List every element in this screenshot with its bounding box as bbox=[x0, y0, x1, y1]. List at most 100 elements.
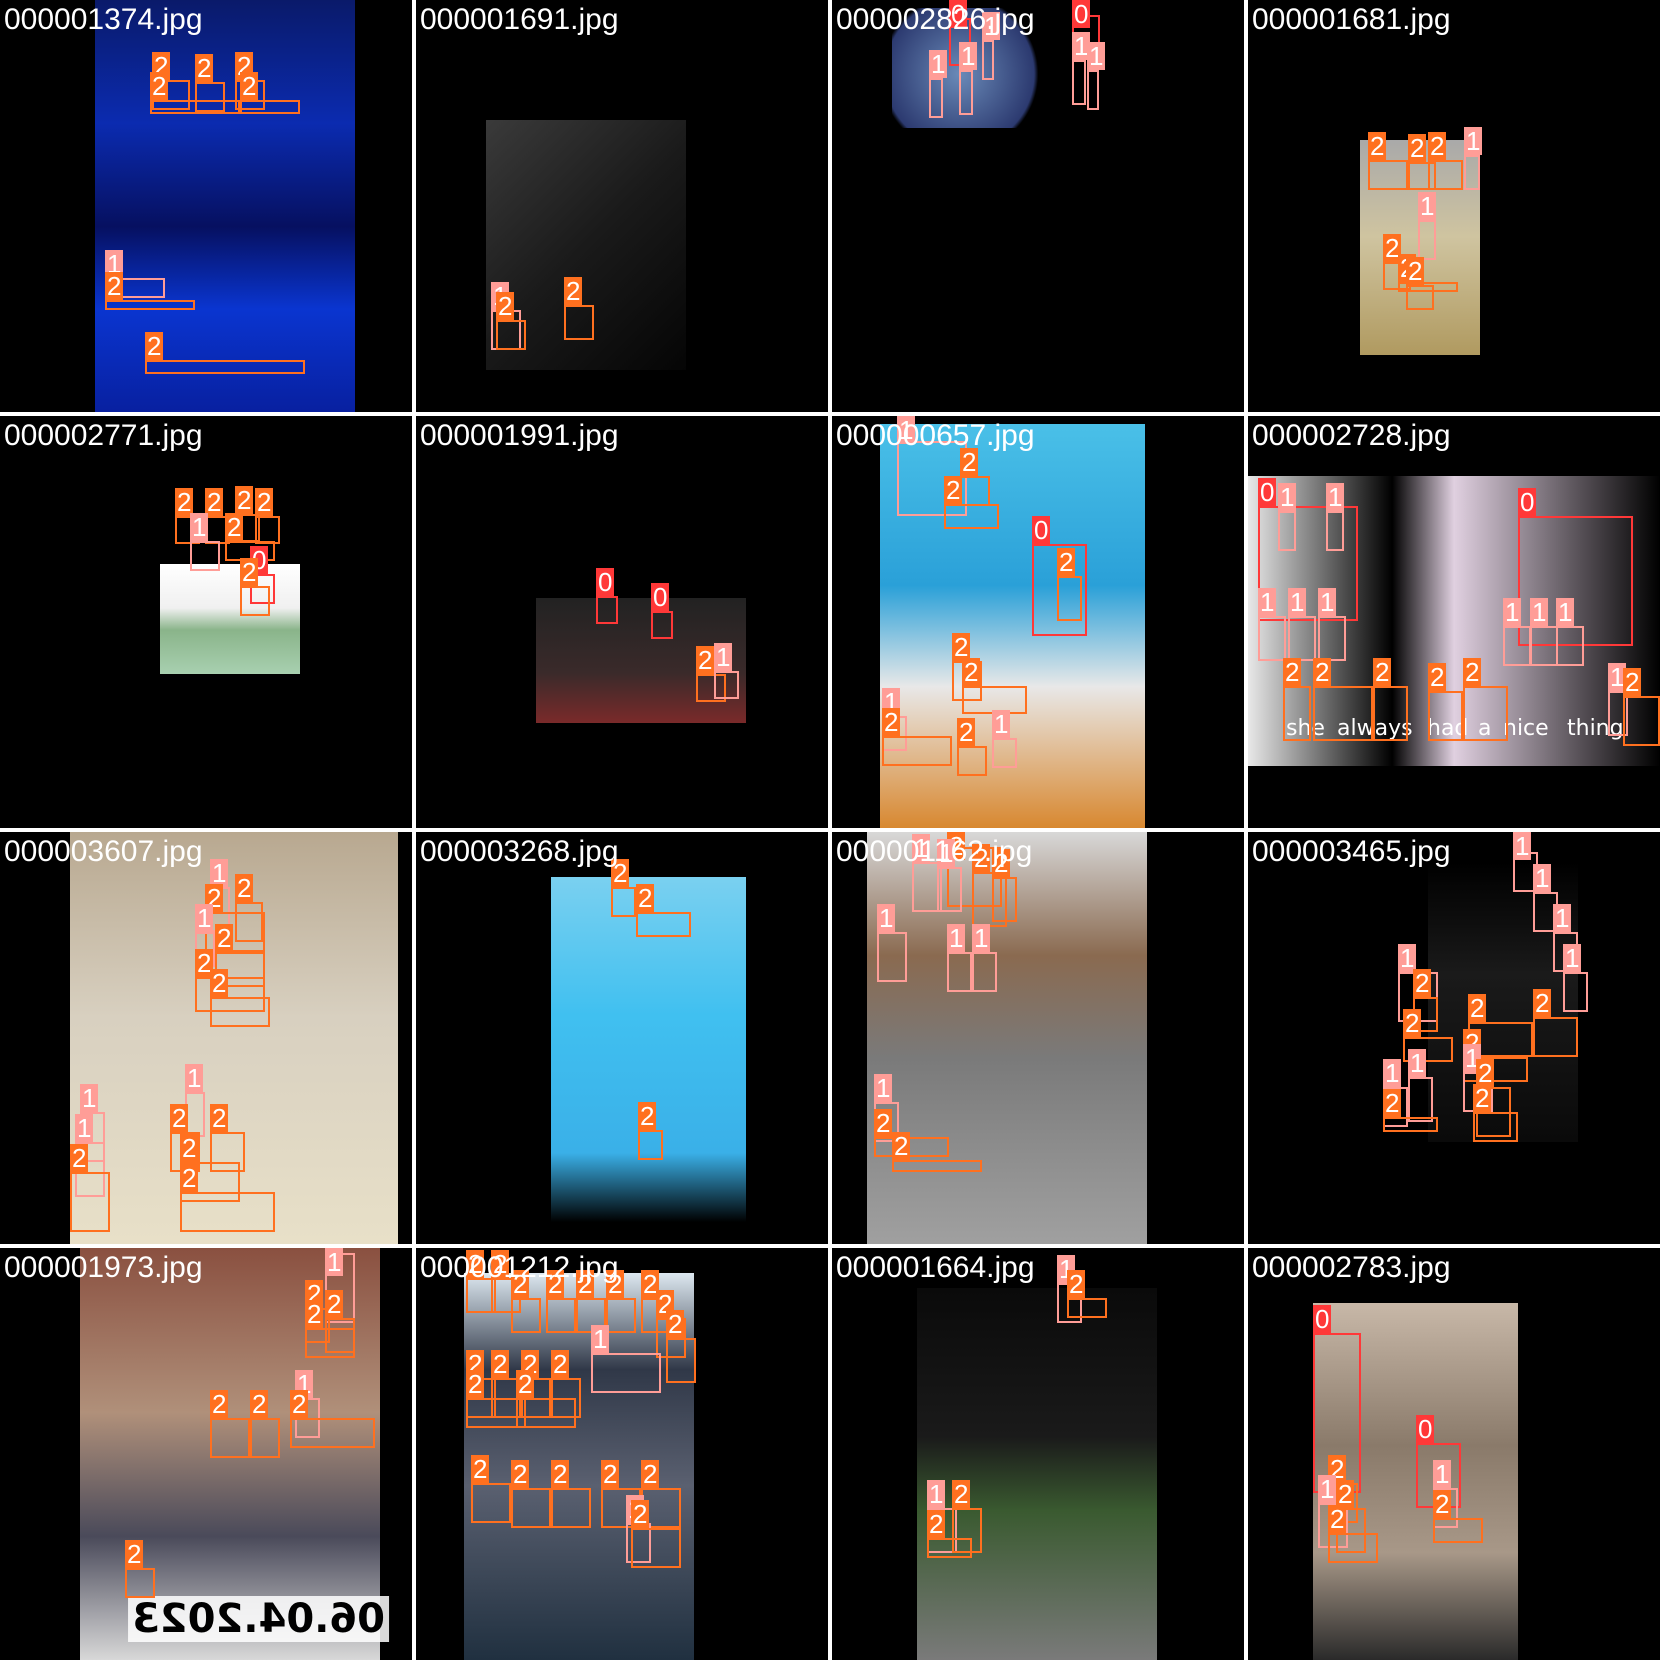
bbox-label: 2 bbox=[170, 1103, 189, 1133]
bbox-label: 2 bbox=[1067, 1269, 1086, 1299]
bbox-class-2 bbox=[1428, 691, 1463, 741]
bbox-label: 2 bbox=[491, 1249, 510, 1279]
image-tile: 1 2 2 0 2 2 2 1 2 2 1 000000657.jpg bbox=[832, 416, 1244, 828]
bbox-label: 2 bbox=[696, 645, 715, 675]
bbox-label: 1 bbox=[874, 1073, 893, 1103]
bbox-class-0 bbox=[596, 596, 618, 624]
image-tile: 1 2 2 1 2 2 2 1 1 2 1 2 2 2 2 000003607.jpg bbox=[0, 832, 412, 1244]
bbox-class-2 bbox=[511, 1298, 541, 1333]
bbox-label: 2 bbox=[516, 1369, 535, 1399]
bbox-class-2 bbox=[255, 516, 280, 544]
bbox-label: 2 bbox=[1336, 1479, 1355, 1509]
bbox-label: 1 bbox=[1087, 41, 1106, 71]
bbox-label: 1 bbox=[1072, 31, 1091, 61]
bbox-label: 2 bbox=[105, 271, 124, 301]
image-content bbox=[551, 877, 746, 1222]
bbox-label: 2 bbox=[215, 923, 234, 953]
bbox-label: 2 bbox=[240, 557, 259, 587]
bbox-label: 2 bbox=[1328, 1504, 1347, 1534]
bbox-label: 2 bbox=[564, 276, 583, 306]
bbox-label: 2 bbox=[1406, 256, 1425, 286]
image-filename: 000001973.jpg bbox=[4, 1251, 203, 1284]
bbox-label: 2 bbox=[1623, 667, 1642, 697]
image-filename: 000001664.jpg bbox=[836, 1251, 1035, 1284]
bbox-class-1 bbox=[897, 441, 967, 516]
bbox-class-2 bbox=[957, 746, 987, 776]
bbox-label: 2 bbox=[601, 1459, 620, 1489]
bbox-label: 2 bbox=[957, 717, 976, 747]
bbox-class-1 bbox=[992, 738, 1017, 768]
image-tile: 122000001691.jpg bbox=[416, 0, 828, 412]
bbox-label: 1 bbox=[195, 903, 214, 933]
bbox-label: 2 bbox=[175, 487, 194, 517]
bbox-class-0 bbox=[1518, 516, 1633, 646]
bbox-label: 1 bbox=[897, 416, 916, 445]
bbox-label: 2 bbox=[1283, 657, 1302, 687]
bbox-class-2 bbox=[1057, 576, 1082, 621]
bbox-label: 1 bbox=[927, 1479, 946, 1509]
bbox-class-2 bbox=[145, 360, 305, 374]
bbox-label: 1 bbox=[714, 642, 733, 672]
bbox-class-2 bbox=[1473, 1112, 1518, 1142]
bbox-label: 2 bbox=[150, 71, 169, 101]
bbox-label: 2 bbox=[290, 1389, 309, 1419]
image-tile: 22211222000001681.jpg bbox=[1248, 0, 1660, 412]
bbox-class-2 bbox=[992, 877, 1017, 922]
bbox-class-2 bbox=[631, 1528, 681, 1568]
image-filename: 000001991.jpg bbox=[420, 419, 619, 452]
bbox-label: 2 bbox=[874, 1108, 893, 1138]
bbox-class-2 bbox=[235, 902, 263, 942]
bbox-label: 2 bbox=[255, 487, 274, 517]
bbox-label: 1 bbox=[1278, 482, 1297, 512]
bbox-class-1 bbox=[1318, 1503, 1348, 1548]
bbox-label: 1 bbox=[105, 249, 124, 279]
bbox-label: 2 bbox=[250, 1389, 269, 1419]
bbox-label: 1 bbox=[190, 512, 209, 542]
bbox-label: 2 bbox=[466, 1249, 485, 1279]
bbox-label: 2 bbox=[546, 1269, 565, 1299]
bbox-label: 2 bbox=[145, 331, 164, 361]
bbox-label: 1 bbox=[1563, 943, 1582, 973]
bbox-label: 1 bbox=[1530, 597, 1549, 627]
bbox-class-2 bbox=[240, 586, 270, 616]
bbox-class-2 bbox=[960, 476, 990, 506]
bbox-label: 2 bbox=[666, 1309, 685, 1339]
bbox-class-0 bbox=[651, 611, 673, 639]
caption-word: a bbox=[1478, 716, 1492, 741]
bbox-class-1 bbox=[1288, 616, 1316, 661]
bbox-class-2 bbox=[638, 1130, 663, 1160]
bbox-label: 1 bbox=[877, 903, 896, 933]
image-content bbox=[1360, 140, 1480, 355]
bbox-label: 2 bbox=[210, 1389, 229, 1419]
bbox-label: 2 bbox=[641, 1269, 660, 1299]
bbox-label: 2 bbox=[195, 948, 214, 978]
bbox-label: 1 bbox=[1318, 1474, 1337, 1504]
image-tile: 2 1 1 2 2 1 1 1 1 2 2 000001162.jpg bbox=[832, 832, 1244, 1244]
image-filename: 000003607.jpg bbox=[4, 835, 203, 868]
bbox-label: 2 bbox=[1468, 993, 1487, 1023]
bbox-label: 1 bbox=[1533, 863, 1552, 893]
bbox-label: 1 bbox=[982, 11, 1001, 41]
bbox-label: 1 bbox=[80, 1083, 99, 1113]
bbox-label: 2 bbox=[641, 1459, 660, 1489]
bbox-class-2 bbox=[210, 1418, 250, 1458]
bbox-class-2 bbox=[516, 1398, 576, 1428]
bbox-label: 2 bbox=[952, 1479, 971, 1509]
bbox-class-2 bbox=[1403, 1037, 1453, 1062]
bbox-label: 0 bbox=[1518, 487, 1537, 517]
image-tile: 2 2 2 000003268.jpg bbox=[416, 832, 828, 1244]
bbox-label: 0 bbox=[1072, 0, 1091, 29]
bbox-class-2 bbox=[1368, 160, 1408, 190]
image-filename: 000003268.jpg bbox=[420, 835, 619, 868]
bbox-label: 2 bbox=[1408, 133, 1427, 163]
image-filename: 000002728.jpg bbox=[1252, 419, 1451, 452]
bbox-label: 2 bbox=[1533, 988, 1552, 1018]
caption-word: she bbox=[1286, 716, 1325, 741]
bbox-class-1 bbox=[1326, 511, 1344, 551]
bbox-label: 2 bbox=[606, 1269, 625, 1299]
bbox-class-1 bbox=[1278, 511, 1296, 551]
image-content bbox=[1248, 476, 1660, 766]
bbox-label: 2 bbox=[511, 1459, 530, 1489]
bbox-label: 2 bbox=[960, 447, 979, 477]
bbox-label: 2 bbox=[325, 1289, 344, 1319]
